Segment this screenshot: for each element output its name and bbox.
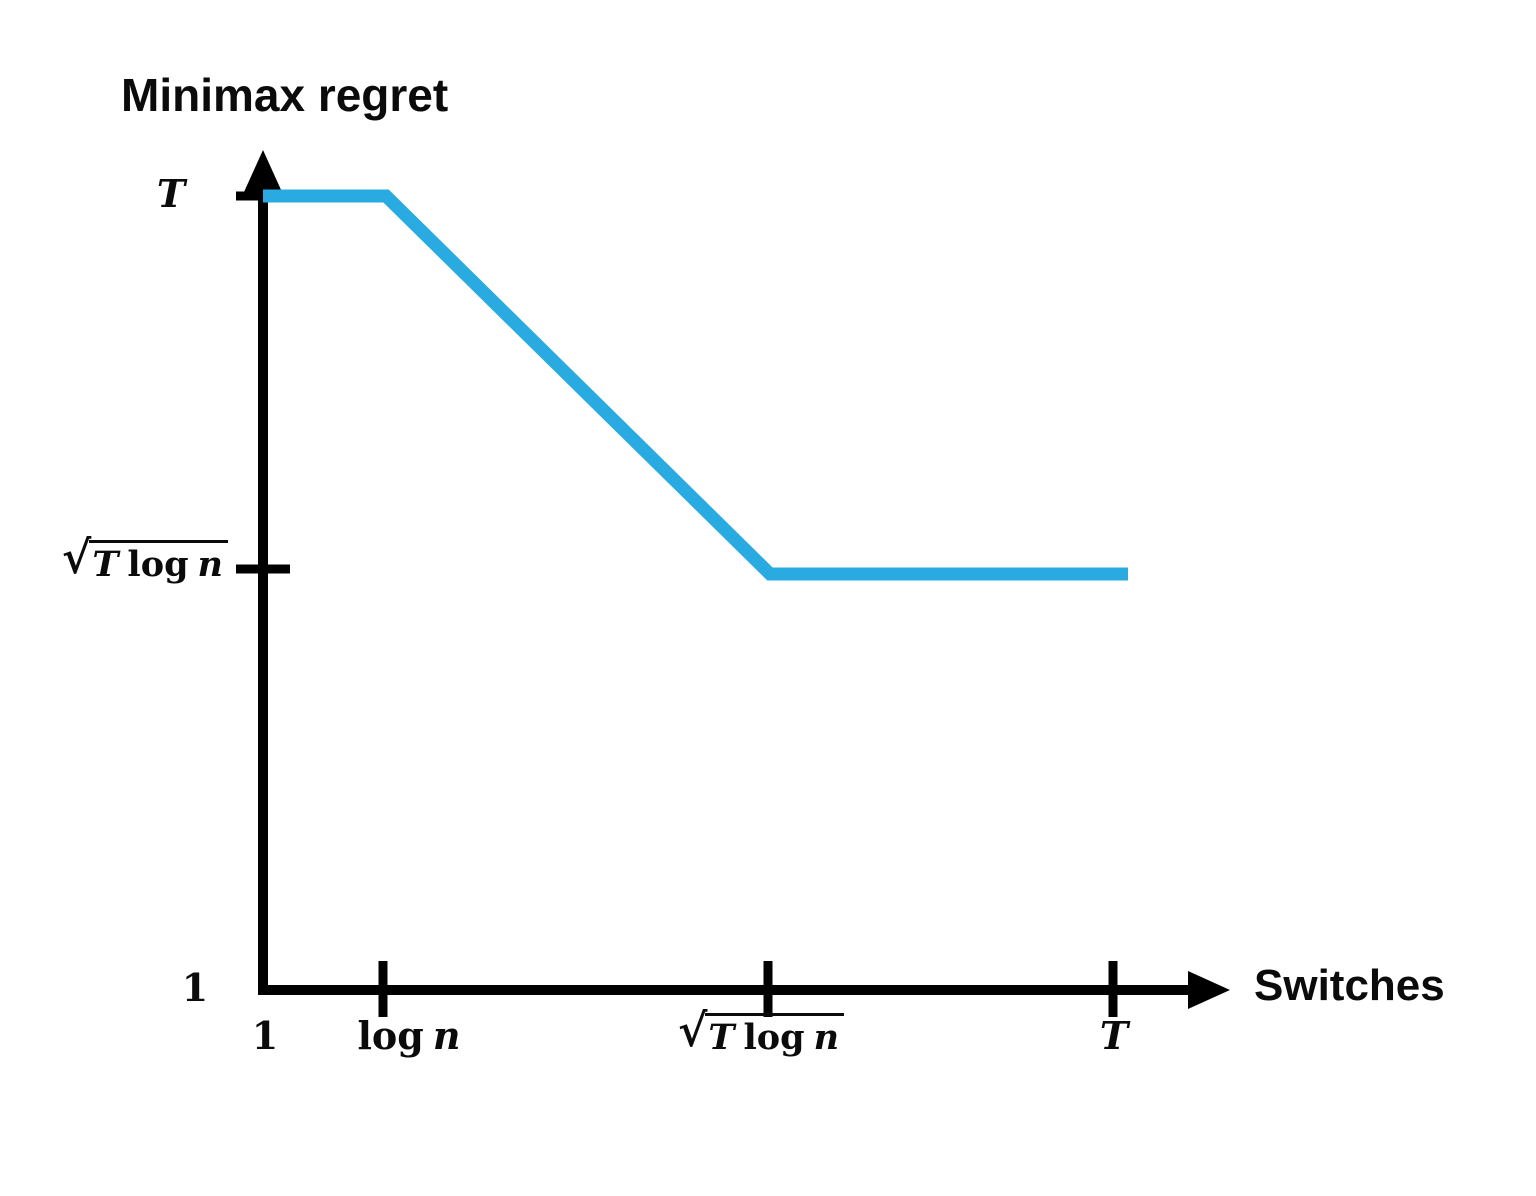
x-axis-title: Switches <box>1254 961 1445 1010</box>
y-axis-arrowhead <box>244 150 282 192</box>
x-tick-label-sqrt-tlogn: √ T log n <box>666 1004 856 1060</box>
radicand: T log n <box>705 1013 845 1060</box>
sqrt-expression: √ T log n <box>61 531 228 587</box>
log-operator: log <box>357 1013 424 1058</box>
var-n: n <box>432 1013 461 1058</box>
log-operator: log <box>127 544 189 585</box>
y-tick-label-sqrt-tlogn: √ T log n <box>28 531 228 587</box>
y-tick-label-T: T <box>156 171 186 216</box>
x-tick-label-T: T <box>1099 1013 1129 1058</box>
x-tick-label-logn: log n <box>339 1015 479 1057</box>
radical-sign: √ <box>61 531 92 584</box>
y-tick-label-1: 1 <box>181 965 209 1010</box>
var-n: n <box>813 1017 840 1058</box>
x-axis-arrowhead <box>1188 971 1230 1009</box>
logn-expression: log n <box>358 1015 461 1057</box>
var-T: T <box>708 1017 735 1058</box>
log-operator: log <box>743 1017 805 1058</box>
radicand: T log n <box>89 540 228 587</box>
var-n: n <box>197 544 223 585</box>
regret-curve <box>263 189 1128 581</box>
var-T: T <box>92 544 119 585</box>
chart-title: Minimax regret <box>121 69 449 121</box>
sqrt-expression: √ T log n <box>677 1004 845 1060</box>
radical-sign: √ <box>677 1004 708 1057</box>
x-tick-label-1: 1 <box>251 1013 279 1058</box>
